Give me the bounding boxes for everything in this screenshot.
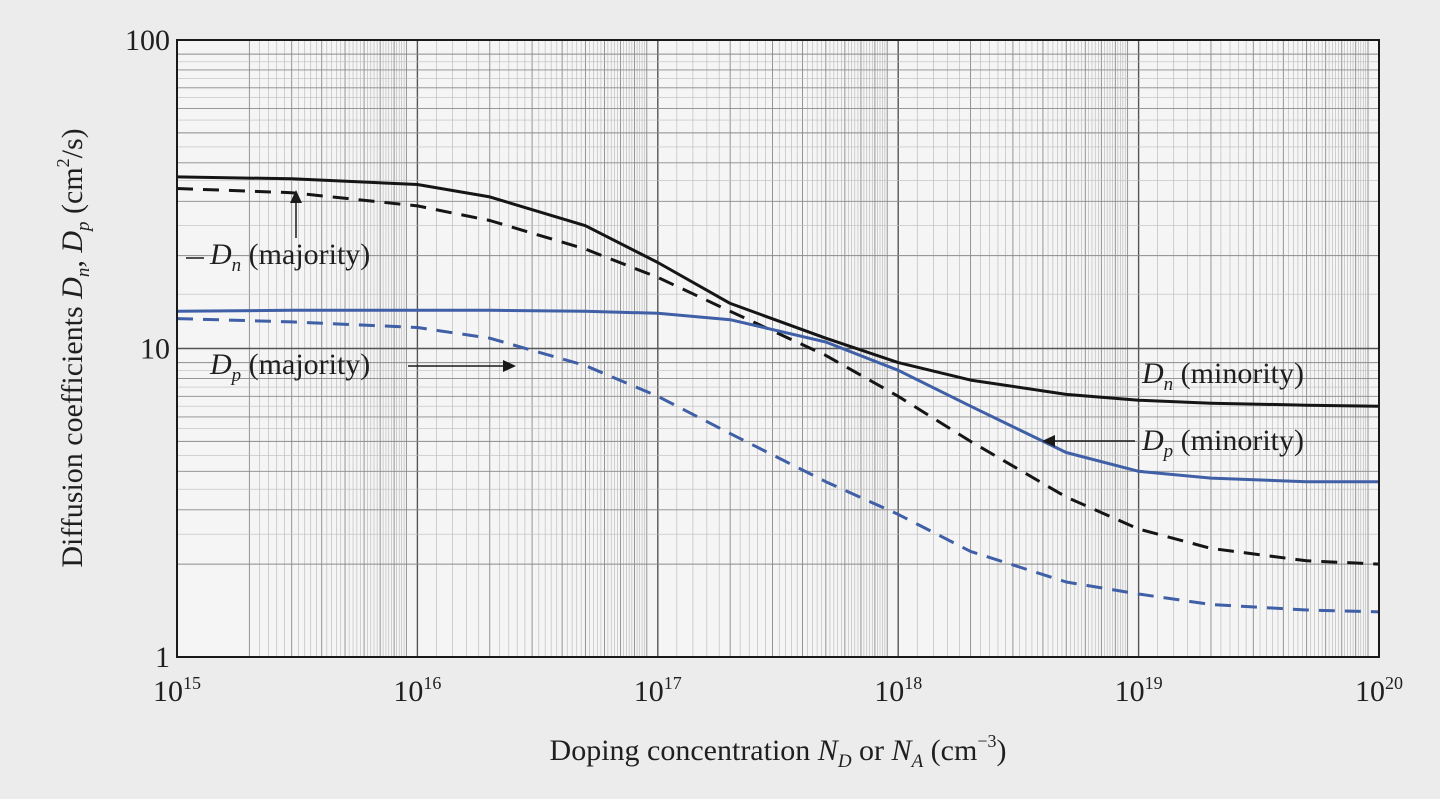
y-tick-labels: 100 10 1 (125, 24, 170, 674)
x-axis-title-var2: N (891, 734, 914, 767)
x-tick-label: 1017 (634, 673, 682, 708)
series-line-3 (176, 317, 1380, 614)
arrow-left-icon (1042, 435, 1055, 447)
x-tick-label: 1019 (1115, 673, 1163, 708)
annotation-dp-majority: Dp (majority) (209, 348, 516, 386)
dn-majority-var: D (209, 238, 232, 271)
y-tick-label: 1 (155, 641, 170, 674)
x-axis-title-var1-sub: D (837, 751, 852, 772)
x-tick-label: 1015 (153, 673, 201, 708)
arrow-up-icon (290, 190, 302, 203)
series-line-1 (176, 187, 1380, 566)
dn-minority-sub: n (1164, 374, 1174, 395)
y-axis-title-var2: D (56, 231, 89, 254)
x-tick-label: 1020 (1355, 673, 1403, 708)
x-axis-title-unit: (cm (923, 734, 977, 767)
y-axis-title-var1-sub: n (73, 268, 94, 278)
y-axis-title-unit: (cm (56, 167, 89, 221)
dp-majority-sub: p (230, 365, 242, 386)
dp-minority-sub: p (1162, 441, 1174, 462)
x-axis-title-prefix: Doping concentration (550, 734, 818, 767)
y-axis-title-var2-sub: p (73, 221, 94, 233)
x-tick-label: 1016 (393, 673, 441, 708)
annotation-dp-minority: Dp (minority) (1042, 424, 1304, 462)
svg-text:Dn (minority): Dn (minority) (1141, 357, 1304, 395)
x-axis-title-var1: N (817, 734, 840, 767)
dp-minority-text: (minority) (1173, 424, 1304, 457)
annotation-dn-majority: Dn (majority) (186, 190, 370, 276)
y-axis-title-prefix: Diffusion coefficients (56, 299, 89, 568)
dp-majority-text: (majority) (241, 348, 370, 381)
y-tick-label: 100 (125, 24, 170, 57)
svg-text:Dn (majority): Dn (majority) (209, 238, 370, 276)
x-axis-title-unit-exp: −3 (977, 731, 996, 751)
series-line-2 (176, 308, 1379, 484)
arrow-right-icon (503, 360, 516, 372)
series-line-0 (176, 175, 1380, 408)
x-axis-title: Doping concentration ND or NA (cm−3) (550, 731, 1007, 772)
y-axis-title-sep: , (56, 253, 89, 268)
x-tick-label: 1018 (874, 673, 922, 708)
y-axis-title-unit-exp: 2 (53, 158, 73, 167)
y-axis-title: Diffusion coefficients Dn, Dp (cm2/s) (53, 128, 94, 567)
dn-majority-sub: n (232, 255, 242, 276)
x-axis-title-unit-close: ) (996, 734, 1006, 767)
series-layer (176, 175, 1380, 614)
x-axis-title-var2-sub: A (910, 751, 924, 772)
svg-text:Dp (minority): Dp (minority) (1141, 424, 1304, 462)
x-tick-labels: 1015 1016 1017 1018 1019 1020 (153, 673, 1403, 708)
plot-frame (176, 39, 1380, 658)
grid (177, 40, 1379, 657)
annotation-dn-minority: Dn (minority) (1141, 357, 1304, 395)
dn-minority-var: D (1141, 357, 1164, 390)
dn-minority-text: (minority) (1173, 357, 1304, 390)
y-axis-title-unit-close: /s) (56, 128, 89, 158)
svg-text:Dp (majority): Dp (majority) (209, 348, 370, 386)
x-axis-title-middle: or (852, 734, 892, 767)
dp-majority-var: D (209, 348, 232, 381)
dn-majority-text: (majority) (241, 238, 370, 271)
y-axis-title-var1: D (56, 277, 89, 300)
y-tick-label: 10 (140, 333, 170, 366)
dp-minority-var: D (1141, 424, 1164, 457)
